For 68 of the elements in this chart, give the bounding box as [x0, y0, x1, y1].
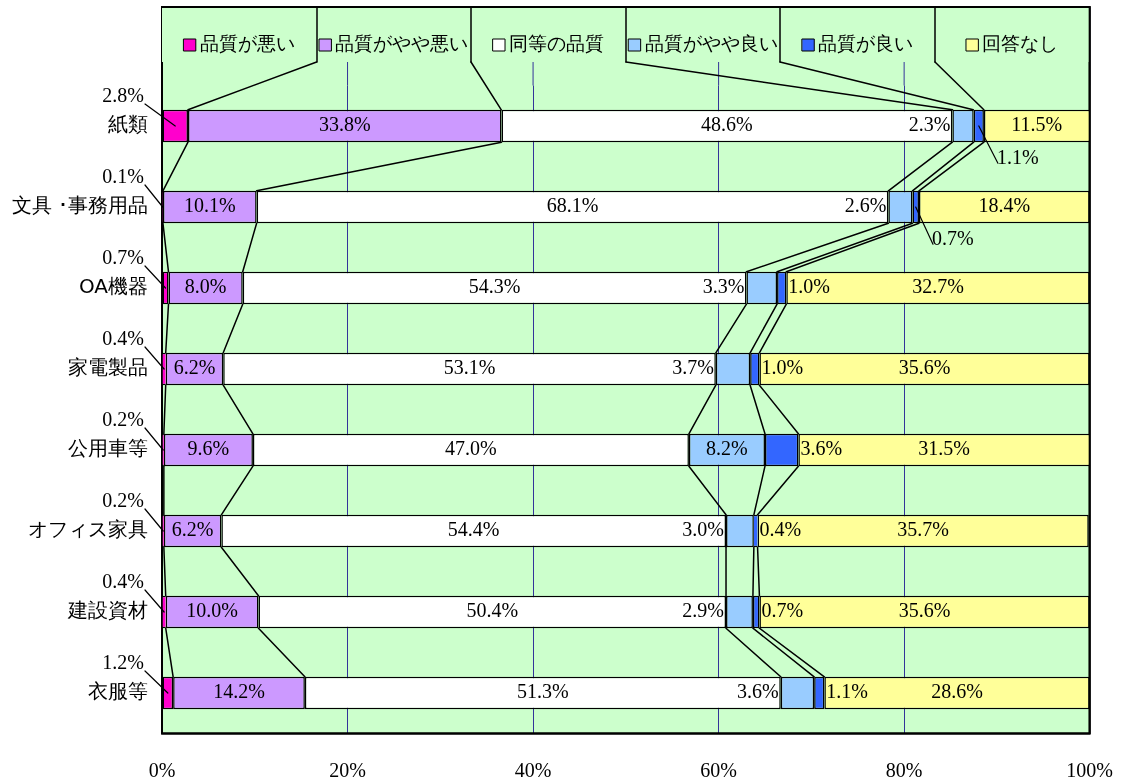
data-label: 14.2%: [213, 680, 265, 703]
y-tick-label: OA機器: [78, 274, 148, 299]
data-label: 3.0%: [682, 518, 725, 541]
data-label: 18.4%: [978, 194, 1031, 217]
x-tick-label: 20%: [329, 758, 366, 781]
data-label: 0.4%: [759, 518, 802, 541]
legend-label: 回答なし: [982, 31, 1059, 54]
y-tick-label: 衣服等: [88, 679, 148, 704]
data-label: 35.6%: [898, 599, 951, 622]
y-tick-label: 紙類: [108, 112, 148, 137]
y-tick-label: 文具 ･事務用品: [11, 193, 148, 218]
data-label: 31.5%: [918, 437, 970, 460]
data-label: 1.1%: [826, 680, 869, 703]
y-tick-label: 公用車等: [68, 436, 148, 461]
data-label: 2.3%: [908, 113, 951, 136]
data-label: 3.6%: [800, 437, 843, 460]
data-label: 1.0%: [761, 356, 804, 379]
data-label: 3.3%: [702, 275, 745, 298]
data-label: 8.0%: [184, 275, 227, 298]
data-label: 47.0%: [445, 437, 497, 460]
data-label: 2.8%: [102, 84, 144, 107]
data-label: 0.2%: [102, 408, 144, 431]
legend-label: 品質がやや良い: [644, 31, 778, 54]
data-label: 3.6%: [737, 680, 779, 703]
data-label: 8.2%: [706, 437, 748, 460]
legend-label: 同等の品質: [509, 31, 605, 54]
data-label: 3.7%: [672, 356, 714, 379]
data-label: 6.2%: [171, 518, 214, 541]
data-label: 6.2%: [173, 356, 216, 379]
data-label: 28.6%: [931, 680, 983, 703]
data-label: 1.2%: [102, 651, 144, 674]
data-label: 51.3%: [516, 680, 569, 703]
x-tick-label: 60%: [700, 758, 737, 781]
y-tick-label: オフィス家具: [28, 517, 148, 542]
data-label: 0.2%: [102, 489, 144, 512]
data-label: 54.3%: [468, 275, 521, 298]
y-tick-label: 建設資材: [67, 598, 148, 623]
data-label: 9.6%: [187, 437, 230, 460]
data-label: 48.6%: [701, 113, 753, 136]
data-label: 35.7%: [897, 518, 949, 541]
data-label: 2.9%: [682, 599, 725, 622]
legend-label: 品質が悪い: [199, 31, 295, 54]
data-label: 0.4%: [102, 327, 144, 350]
data-label: 0.7%: [931, 227, 974, 250]
data-label: 0.4%: [102, 570, 144, 593]
data-label: 53.1%: [443, 356, 496, 379]
data-label: 2.6%: [844, 194, 887, 217]
data-label: 33.8%: [318, 113, 371, 136]
data-label: 0.7%: [102, 246, 144, 269]
x-tick-label: 100%: [1066, 758, 1114, 781]
legend-label: 品質がやや悪い: [335, 31, 469, 54]
data-label: 0.7%: [761, 599, 804, 622]
x-tick-label: 40%: [514, 758, 552, 781]
x-tick-label: 0%: [148, 758, 176, 781]
data-label: 35.6%: [898, 356, 951, 379]
x-tick-label: 80%: [885, 758, 923, 781]
data-label: 0.1%: [102, 165, 144, 188]
data-label: 32.7%: [912, 275, 964, 298]
y-tick-label: 家電製品: [68, 355, 148, 380]
data-label: 1.1%: [996, 146, 1039, 169]
legend-label: 品質が良い: [818, 31, 914, 54]
data-label: 10.1%: [183, 194, 236, 217]
data-label: 68.1%: [546, 194, 599, 217]
data-label: 54.4%: [447, 518, 500, 541]
data-label: 10.0%: [186, 599, 238, 622]
data-label: 50.4%: [466, 599, 519, 622]
data-label: 1.0%: [788, 275, 830, 298]
data-label: 11.5%: [1011, 113, 1063, 136]
